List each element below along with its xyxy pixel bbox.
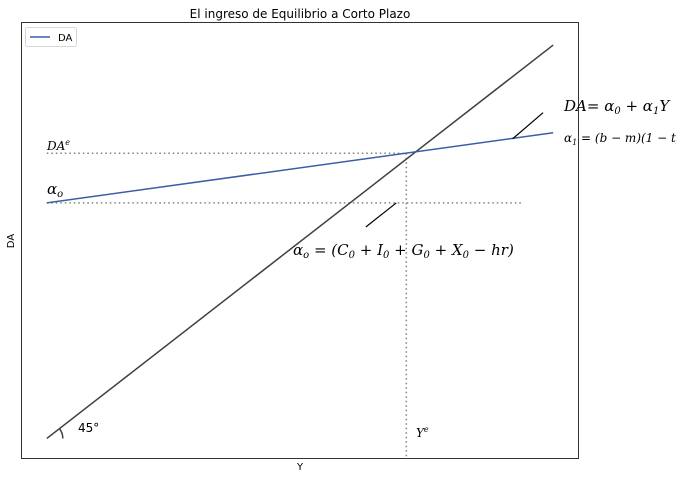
x-axis-label: Y [296,462,304,473]
label-alpha-o: αo [47,180,63,200]
equation-da: DA= α0 + α1Y [563,97,671,117]
label-y-e: Ye [416,425,429,440]
label-angle: 45° [78,421,99,435]
series-line-da [46,132,554,204]
legend-label-da: DA [58,33,73,44]
plot-layer [46,44,554,459]
pointer-line-alpha-o [365,202,397,228]
label-da-e: DAe [46,138,70,153]
angle-arc-45 [58,428,64,439]
chart-title: El ingreso de Equilibrio a Corto Plazo [190,7,411,21]
equation-alpha-o: αo = (C0 + I0 + G0 + X0 − hr) [293,241,514,261]
y-axis-label: DA [6,234,17,249]
pointer-line-da [512,112,544,140]
legend-box [25,27,77,47]
legend: DA [25,27,77,47]
plot-frame [21,22,579,459]
equation-alpha-1: α1 = (b − m)(1 − t) [564,131,676,147]
series-line-45 [46,44,554,440]
